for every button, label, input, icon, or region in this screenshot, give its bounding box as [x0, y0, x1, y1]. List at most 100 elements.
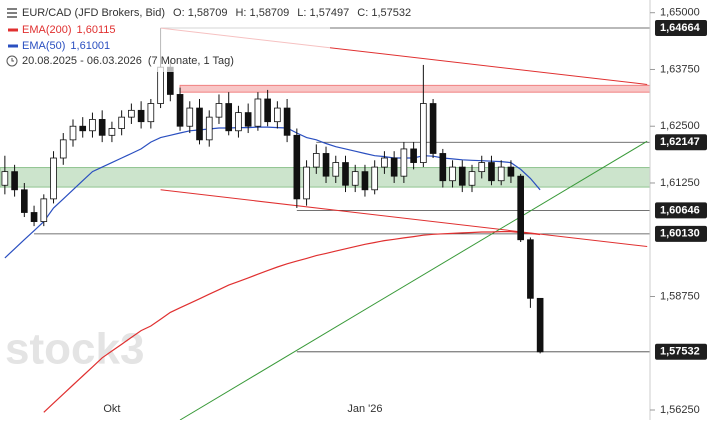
candle-body [40, 198, 48, 222]
candle-body [303, 166, 310, 200]
candle-body [458, 166, 466, 186]
legend-value: 1,61001 [70, 40, 110, 52]
ohlc-info: L: 1,57497 [297, 7, 349, 19]
candle-body [497, 166, 505, 182]
header: EUR/CAD (JFD Brokers, Bid) O: 1,58709 H: 1… [0, 0, 411, 72]
clock-icon [6, 55, 18, 67]
legend-swatch [8, 44, 18, 48]
candle-body [157, 66, 164, 104]
level-label-box [655, 134, 707, 151]
candle-body [351, 171, 359, 186]
ema-line [4, 126, 541, 259]
candle-body [196, 107, 203, 141]
candle-body [322, 153, 330, 177]
candle-body [410, 148, 417, 163]
ohlc-info: O: 1,58709 [173, 7, 227, 19]
candle-body [225, 103, 233, 132]
trendline [160, 189, 648, 248]
date-range: 20.08.2025 - 06.03.2026 (7 Monate, 1 Tag) [22, 55, 234, 67]
date-range-text: 20.08.2025 - 06.03.2026 [22, 55, 142, 67]
candle-body [254, 98, 262, 127]
candle-body [527, 239, 534, 299]
header-bg [0, 0, 330, 72]
x-tick-label: Jan '26 [347, 403, 382, 415]
candle-body [371, 166, 379, 191]
candle-body [342, 162, 349, 186]
ema-line [43, 231, 541, 413]
menu-icon [7, 8, 17, 18]
legend-swatch [8, 28, 18, 32]
candle-body [176, 94, 184, 127]
level-label: 1,57532 [660, 346, 700, 358]
y-tick-label: 1,56250 [660, 404, 700, 416]
level-label: 1,60646 [660, 204, 700, 216]
candle-body [517, 175, 524, 241]
candle-body [205, 116, 213, 141]
candle-body [147, 103, 155, 123]
candle-body [98, 119, 106, 136]
candle-body [21, 189, 28, 213]
clock-hand [11, 58, 14, 62]
candle-body [312, 153, 320, 168]
title: EUR/CAD (JFD Brokers, Bid) O: 1,58709 H: 1… [22, 7, 411, 19]
level-label-box [655, 202, 707, 219]
legend-name: EMA(50) [22, 40, 65, 52]
level-label: 1,60130 [660, 228, 700, 240]
candle-body [89, 119, 96, 132]
ohlc-info: C: 1,57532 [357, 7, 411, 19]
candle-body [264, 98, 271, 123]
candle-body [50, 157, 57, 200]
zone [179, 84, 650, 93]
ohlc-info: H: 1,58709 [235, 7, 289, 19]
candle-body [59, 139, 67, 159]
candle-body [507, 166, 515, 177]
candle-body [488, 162, 495, 182]
watermark: stock3 [5, 325, 144, 374]
legend-value: 1,60115 [77, 24, 116, 36]
y-tick-label: 1,58750 [660, 290, 700, 302]
date-range-note: (7 Monate, 1 Tag) [148, 55, 234, 67]
y-tick-label: 1,62500 [660, 120, 700, 132]
candle-body [30, 212, 38, 222]
candle-body [186, 107, 194, 127]
trendline [179, 140, 648, 420]
candle-body [108, 128, 116, 136]
level-label: 1,62147 [660, 136, 700, 148]
y-tick-label: 1,63750 [660, 63, 700, 75]
candle-body [137, 109, 145, 123]
candle-body [468, 171, 476, 186]
candle-body [1, 171, 9, 186]
candle-body [274, 107, 281, 123]
plot-area: stock3 Okt Jan '26 [0, 27, 650, 420]
candle-body [449, 166, 456, 182]
legend-entry: EMA(50) 1,61001 [22, 40, 110, 52]
candle-body [283, 107, 291, 136]
level-label-box [655, 19, 707, 36]
candle-body [215, 103, 223, 118]
legend-entry: EMA(200) 1,60115 [22, 24, 115, 36]
y-tick-label: 1,65000 [660, 7, 700, 19]
candle-body [118, 116, 125, 129]
x-tick-label: Okt [103, 403, 120, 415]
candle-body [11, 171, 18, 191]
level-label: 1,64664 [660, 22, 701, 34]
candle-body [332, 162, 340, 177]
candle-body [478, 162, 486, 173]
candle-body [235, 112, 242, 132]
candle-body [69, 125, 77, 141]
level-label-box [655, 343, 707, 360]
candle-body [381, 157, 388, 168]
candle-body [128, 109, 135, 118]
candle-body [420, 103, 427, 163]
y-tick-label: 1,61250 [660, 177, 700, 189]
candle-body [390, 157, 398, 177]
candle-body [361, 171, 369, 191]
candle-body [536, 297, 544, 353]
candle-body [400, 148, 408, 177]
legend-name: EMA(200) [22, 24, 72, 36]
candle-body [244, 112, 252, 127]
candle-body [79, 125, 87, 132]
title-text: EUR/CAD (JFD Brokers, Bid) [22, 7, 165, 19]
level-label-box [655, 225, 707, 242]
